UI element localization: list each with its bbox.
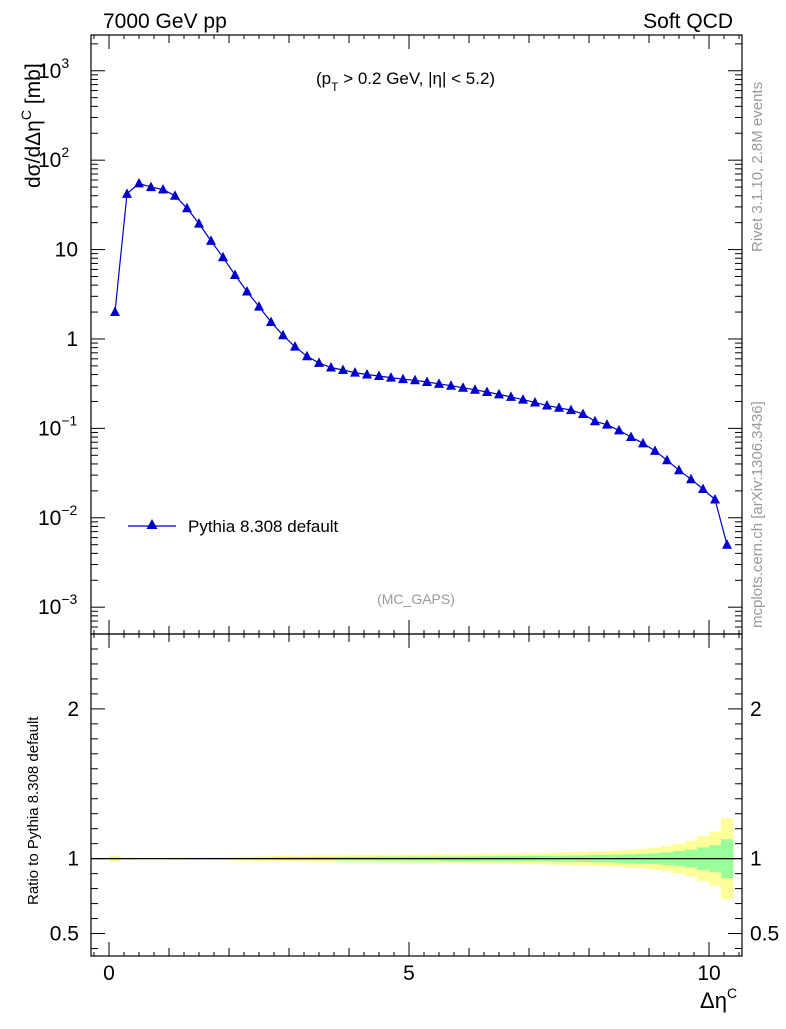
x-tick-label: 10	[697, 962, 720, 985]
data-point	[506, 391, 516, 401]
data-point	[122, 188, 132, 198]
data-point	[410, 374, 420, 385]
data-point	[614, 424, 624, 435]
x-axis-title-sup: C	[727, 985, 737, 1001]
y-axis-title-main-text: dσ/dΔη	[22, 120, 45, 188]
data-point	[470, 384, 480, 394]
y-axis-title-main-unit: [mb]	[22, 63, 45, 110]
main-plot-frame	[90, 34, 743, 635]
data-point	[578, 408, 588, 418]
y-tick-label: 10−3	[38, 591, 78, 619]
data-point	[386, 372, 396, 382]
data-point	[434, 378, 444, 388]
ratio-plot-frame	[90, 633, 743, 957]
y-axis-title-main-sup: C	[18, 110, 34, 120]
legend: Pythia 8.308 default	[128, 517, 339, 536]
data-point	[554, 402, 564, 412]
data-point	[662, 454, 672, 465]
data-point	[722, 539, 732, 549]
y-tick-label: 10−2	[38, 502, 78, 530]
rivet-label: Rivet 3.1.10, 2.8M events	[749, 82, 766, 252]
ratio-y-tick-label-right: 1	[750, 848, 762, 871]
data-point	[626, 431, 636, 442]
data-point	[674, 464, 684, 475]
cut-subscript: T	[331, 80, 339, 94]
data-point	[374, 370, 384, 381]
ratio-y-tick-label-right: 2	[750, 698, 762, 721]
data-point	[266, 316, 276, 326]
cut-annotation: (pT > 0.2 GeV, |η| < 5.2)	[316, 69, 495, 94]
data-point	[302, 350, 312, 361]
series-line-pythia	[114, 182, 728, 545]
data-point	[218, 251, 228, 262]
ratio-y-tick-label-right: 0.5	[750, 923, 779, 946]
ratio-y-tick-label-left: 1	[67, 848, 79, 871]
data-point	[698, 483, 708, 493]
ratio-plot-marks	[91, 818, 742, 900]
data-point	[110, 306, 120, 317]
data-point	[542, 400, 552, 410]
data-point	[422, 376, 432, 387]
data-point	[518, 394, 528, 404]
y-tick-label: 10	[55, 239, 78, 262]
data-point	[134, 177, 144, 188]
legend-marker	[146, 519, 158, 529]
header-left: 7000 GeV pp	[103, 10, 227, 33]
data-point	[458, 382, 468, 392]
data-point	[290, 341, 300, 351]
data-point	[686, 473, 696, 484]
data-point	[446, 380, 456, 390]
y-axis-title-ratio: Ratio to Pythia 8.308 default	[25, 716, 42, 905]
ratio-y-tick-label-left: 2	[67, 698, 79, 721]
mcplots-label: mcplots.cern.ch [arXiv:1306.3436]	[749, 401, 766, 628]
x-tick-label: 5	[403, 962, 415, 985]
data-point	[482, 386, 492, 397]
data-point	[278, 329, 288, 340]
data-point	[182, 202, 192, 213]
data-point	[530, 396, 540, 407]
data-point	[338, 364, 348, 374]
x-axis-title: ΔηC	[700, 985, 737, 1013]
data-point	[170, 190, 180, 200]
data-point	[602, 419, 612, 429]
cut-text: (p	[316, 69, 331, 88]
data-point	[254, 301, 264, 311]
y-tick-label: 10−1	[38, 412, 78, 440]
y-tick-label: 1	[66, 328, 78, 351]
y-tick-label: 103	[38, 55, 69, 83]
main-plot-marks	[110, 177, 732, 549]
analysis-label: (MC_GAPS)	[377, 591, 455, 607]
axes-layer	[90, 34, 743, 957]
data-point	[710, 494, 720, 504]
data-point	[230, 269, 240, 279]
x-axis-title-text: Δη	[700, 988, 727, 1013]
data-point	[350, 367, 360, 377]
y-axis-title-main: dσ/dΔηC [mb]	[18, 63, 45, 188]
legend-label: Pythia 8.308 default	[188, 517, 339, 536]
data-point	[242, 285, 252, 296]
data-point	[362, 369, 372, 379]
data-point	[146, 181, 156, 192]
data-point	[314, 357, 324, 367]
header-right: Soft QCD	[643, 10, 733, 33]
data-point	[494, 388, 504, 399]
data-point	[650, 445, 660, 455]
data-point	[398, 373, 408, 384]
data-point	[206, 235, 216, 245]
ratio-y-tick-label-left: 0.5	[50, 923, 79, 946]
data-point	[638, 437, 648, 448]
label-layer: 7000 GeV pp Soft QCD (pT > 0.2 GeV, |η| …	[18, 10, 766, 1013]
data-point	[194, 218, 204, 228]
data-point	[590, 415, 600, 426]
cut-rest: > 0.2 GeV, |η| < 5.2)	[338, 69, 495, 88]
y-tick-label: 102	[38, 144, 69, 172]
data-point	[158, 183, 168, 194]
x-tick-label: 0	[103, 962, 115, 985]
data-point	[326, 361, 336, 372]
data-point	[566, 404, 576, 415]
